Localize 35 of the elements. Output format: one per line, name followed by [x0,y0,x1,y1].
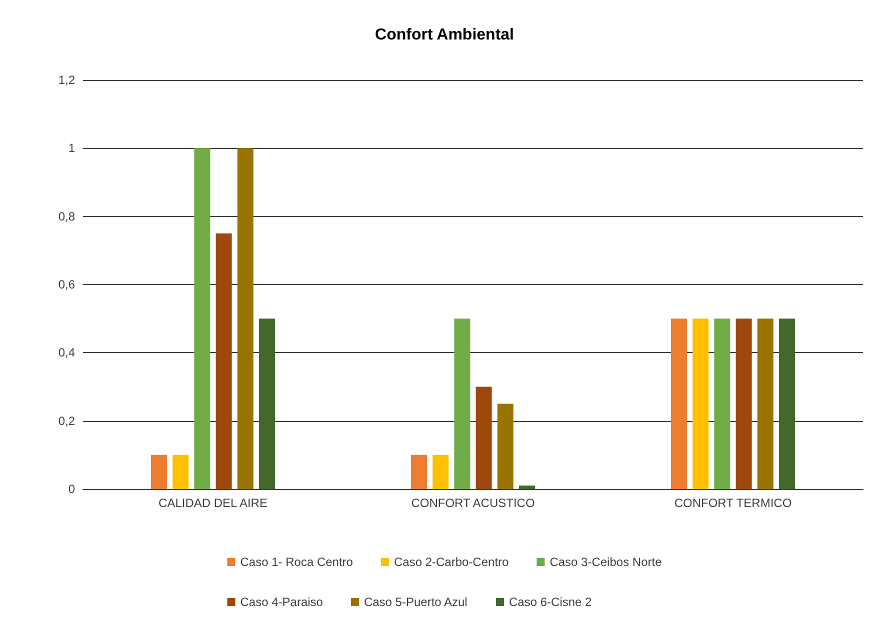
bar [497,404,514,489]
bar [432,454,449,489]
bar [454,318,470,489]
bar [259,318,275,489]
bar [671,318,687,489]
chart-title: Confort Ambiental [375,26,514,44]
bar [757,318,774,489]
bar [692,318,709,489]
bar [194,148,210,489]
y-tick-label: 0,2 [58,414,76,428]
legend-label: Caso 4-Paraiso [240,595,324,609]
legend-label: Caso 6-Cisne 2 [509,595,592,609]
y-tick-label: 1,2 [58,73,76,87]
y-tick-label: 0,6 [58,278,76,292]
legend-label: Caso 2-Carbo-Centro [394,555,510,569]
x-tick-label: CALIDAD DEL AIRE [158,496,268,510]
y-tick-label: 0 [68,482,76,496]
bar [216,233,232,489]
bar [476,386,492,489]
bar [411,454,427,489]
legend-label: Caso 3-Ceibos Norte [550,555,662,569]
bar [151,454,167,489]
bar [172,454,189,489]
bar [237,148,254,489]
y-tick-label: 1 [68,141,76,156]
bar [519,486,535,489]
y-tick-label: 0,4 [58,346,76,360]
bar [736,318,752,489]
bar [714,318,730,489]
y-tick-label: 0,8 [58,209,76,224]
bar [779,318,795,489]
legend-label: Caso 1- Roca Centro [240,555,354,569]
x-tick-label: CONFORT ACUSTICO [411,496,535,510]
x-tick-label: CONFORT TERMICO [674,496,792,510]
legend-label: Caso 5-Puerto Azul [364,595,468,609]
